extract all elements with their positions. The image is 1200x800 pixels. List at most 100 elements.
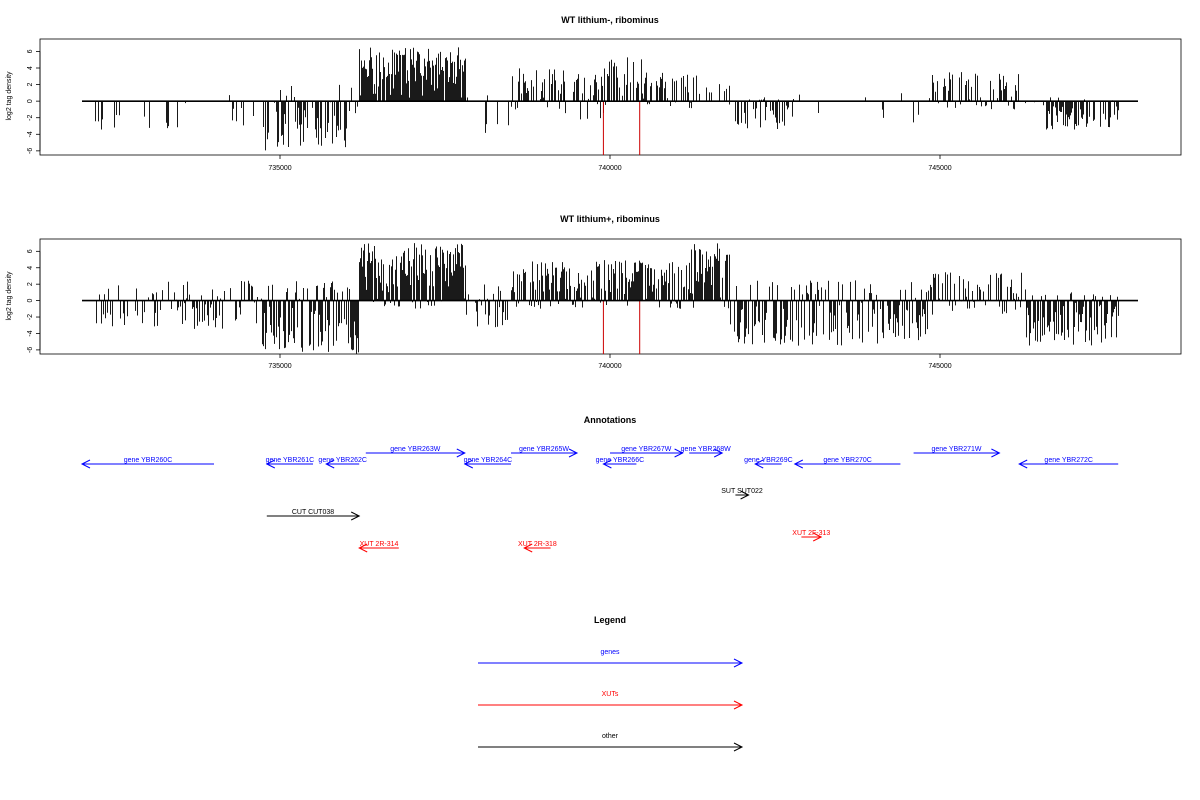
feature-label: gene YBR262C (318, 457, 367, 464)
feature-arrowhead (754, 459, 764, 469)
y-tick-label: -4 (27, 131, 34, 137)
y-tick-label: 4 (27, 66, 34, 70)
legend: Legend genes XUTs other (478, 615, 744, 752)
feature-arrowhead (812, 532, 823, 542)
feature-arrowhead (350, 511, 361, 521)
legend-arrowhead (733, 658, 744, 668)
feature-label: gene YBR265W (519, 446, 569, 453)
feature-label: gene YBR266C (596, 457, 645, 464)
annotations-track: Annotations gene YBR260C gene YBR261C gene… (80, 415, 1119, 553)
annotation-feature: gene YBR261C (265, 457, 315, 469)
feature-arrowhead (991, 448, 1001, 458)
y-axis: -6 -4 -2 0 2 4 6 (27, 249, 41, 353)
feature-label: XUT 2R-314 (360, 541, 399, 548)
feature-label: gene YBR260C (124, 457, 173, 464)
annotation-feature: gene YBR269C (744, 457, 793, 469)
x-tick-label: 740000 (598, 165, 621, 172)
feature-arrowhead (358, 543, 368, 553)
feature-arrowhead (568, 448, 579, 458)
feature-arrowhead (793, 459, 804, 469)
panel-title: WT lithium-, ribominus (561, 15, 659, 25)
annotation-feature: XUT 2R-314 (358, 541, 399, 553)
feature-label: CUT CUT038 (292, 509, 334, 516)
annotation-feature: gene YBR263W (365, 446, 466, 458)
feature-arrowhead (740, 490, 750, 500)
y-tick-label: 2 (27, 282, 34, 286)
y-tick-label: -6 (27, 148, 34, 154)
x-tick-label: 745000 (928, 363, 951, 370)
feature-arrowhead (674, 448, 684, 458)
density-panel-lithium-minus: WT lithium-, ribominus log2 tag density … (6, 15, 1182, 172)
legend-items: genes XUTs other (478, 649, 744, 752)
feature-label: XUT 2R-318 (518, 541, 557, 548)
annotation-feature: gene YBR270C (793, 457, 901, 469)
annotation-feature: gene YBR262C (318, 457, 367, 469)
annotation-feature: gene YBR271W (913, 446, 1001, 458)
annotation-feature: gene YBR265W (511, 446, 579, 458)
density-panel-lithium-plus: WT lithium+, ribominus log2 tag density … (6, 214, 1182, 370)
feature-label: gene YBR272C (1044, 457, 1093, 464)
legend-title: Legend (594, 615, 626, 625)
marker-lines (602, 101, 641, 155)
y-tick-label: 6 (27, 249, 34, 253)
feature-arrowhead (325, 459, 335, 469)
y-tick-label: 6 (27, 49, 34, 53)
y-tick-label: -2 (27, 314, 34, 320)
feature-arrowhead (523, 543, 533, 553)
feature-arrowhead (456, 448, 466, 458)
feature-label: SUT SUT022 (721, 488, 763, 495)
marker-lines (602, 300, 641, 354)
legend-item-xut: XUTs (478, 691, 744, 710)
feature-label: gene YBR268W (681, 446, 731, 453)
feature-label: gene YBR271W (931, 446, 981, 453)
x-tick-label: 745000 (928, 165, 951, 172)
x-tick-label: 735000 (268, 363, 291, 370)
annotation-feature: gene YBR268W (681, 446, 731, 458)
density-bars (95, 47, 1119, 151)
y-axis-label: log2 tag density (6, 71, 13, 121)
feature-label: gene YBR267W (621, 446, 671, 453)
y-tick-label: -4 (27, 330, 34, 336)
annotation-feature: XUT 2R-318 (518, 541, 557, 553)
x-tick-label: 735000 (268, 165, 291, 172)
legend-label: other (602, 733, 619, 740)
feature-label: XUT 2F-313 (792, 530, 830, 537)
annotation-feature: XUT 2F-313 (792, 530, 830, 542)
feature-arrowhead (1018, 459, 1028, 469)
panel-title: WT lithium+, ribominus (560, 214, 660, 224)
annotation-feature: gene YBR267W (610, 446, 684, 458)
feature-label: gene YBR263W (390, 446, 440, 453)
feature-label: gene YBR261C (266, 457, 315, 464)
feature-arrowhead (463, 459, 474, 469)
y-tick-label: 4 (27, 266, 34, 270)
feature-label: gene YBR269C (744, 457, 793, 464)
x-tick-label: 740000 (598, 363, 621, 370)
feature-label: gene YBR264C (464, 457, 513, 464)
annotation-feature: SUT SUT022 (721, 488, 763, 500)
annotation-feature: gene YBR260C (80, 457, 214, 469)
legend-item-other: other (478, 733, 744, 752)
annotation-feature: gene YBR264C (463, 457, 513, 469)
legend-label: genes (600, 649, 620, 656)
y-tick-label: -2 (27, 115, 34, 121)
y-axis-label: log2 tag density (6, 271, 13, 321)
annotation-features: gene YBR260C gene YBR261C gene YBR262C gene… (80, 446, 1119, 553)
feature-arrowhead (265, 459, 276, 469)
legend-arrowhead (733, 700, 744, 710)
y-axis: -6 -4 -2 0 2 4 6 (27, 49, 41, 154)
annotation-feature: CUT CUT038 (266, 509, 361, 521)
legend-label: XUTs (602, 691, 619, 698)
annotations-title: Annotations (584, 415, 637, 425)
feature-arrowhead (80, 459, 91, 469)
density-bars (96, 243, 1119, 354)
legend-item-gene: genes (478, 649, 744, 668)
plot-frame (39, 38, 1182, 156)
x-axis: 735000 740000 745000 (268, 354, 952, 370)
feature-arrowhead (713, 448, 724, 458)
annotation-feature: gene YBR266C (596, 457, 645, 469)
y-tick-label: 2 (27, 83, 34, 87)
feature-label: gene YBR270C (823, 457, 872, 464)
feature-arrowhead (602, 459, 612, 469)
y-tick-label: 0 (27, 299, 34, 303)
